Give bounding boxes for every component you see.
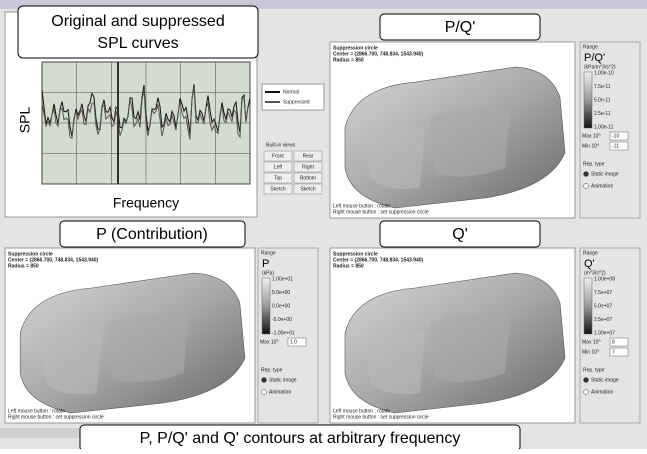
limit-value[interactable]: 8 — [612, 339, 615, 345]
color-bar — [262, 278, 270, 334]
rep-type: Rep. type — [583, 161, 605, 167]
radio[interactable] — [262, 390, 267, 395]
view-button-label[interactable]: Front — [272, 153, 284, 159]
limit-value[interactable]: 1.0 — [290, 339, 297, 345]
view-button-label[interactable]: Left — [274, 164, 283, 170]
scale-label: 1.00e-11 — [594, 124, 614, 130]
quantity: Q' — [584, 258, 595, 270]
scale-label: 1.00e+07 — [594, 330, 615, 336]
scale-label: 2.5e-11 — [594, 111, 611, 117]
hint-text: Right mouse button : set suppression cir… — [333, 414, 429, 420]
scale-label: 5.0e+07 — [594, 303, 612, 309]
scale-label: 0.0e+00 — [272, 303, 290, 309]
radio-label[interactable]: Static image — [591, 377, 619, 383]
scale-label: -1.00e+01 — [272, 330, 295, 336]
callout-text: Q' — [452, 226, 468, 243]
limit-label: Max 10^ — [582, 339, 601, 345]
scale-label: 7.5e+07 — [594, 290, 612, 296]
limit-value[interactable]: -11 — [612, 143, 619, 149]
page: SPL Frequency Normal Suppressed Built-in… — [0, 0, 647, 449]
limit-label: Max 10^ — [260, 339, 279, 345]
hint-text: Right mouse button : set suppression cir… — [333, 209, 429, 215]
view-button-label[interactable]: Top — [274, 175, 282, 181]
radio-label[interactable]: Animation — [269, 389, 291, 395]
legend — [262, 84, 324, 110]
hint-text: Right mouse button : set suppression cir… — [8, 414, 104, 420]
legend-label: Suppressed — [283, 99, 310, 105]
radio-label[interactable]: Animation — [591, 183, 613, 189]
scale-label: 2.5e+07 — [594, 317, 612, 323]
rep-type: Rep. type — [583, 367, 605, 373]
view-button-label[interactable]: Right — [302, 164, 314, 170]
y-axis-label: SPL — [17, 107, 33, 134]
radio[interactable] — [584, 172, 589, 177]
radio[interactable] — [584, 378, 589, 383]
callout-text: Original and suppressed — [51, 13, 224, 30]
color-bar — [584, 278, 592, 334]
radio[interactable] — [584, 390, 589, 395]
scale-label: 1.00e+08 — [594, 276, 615, 282]
color-bar — [584, 72, 592, 128]
scale-label: 7.5e-11 — [594, 84, 611, 90]
scale-label: 1.00e-10 — [594, 70, 614, 76]
range-title: Range — [583, 44, 598, 50]
quantity: P/Q' — [584, 52, 605, 64]
limit-value[interactable]: -10 — [612, 133, 619, 139]
radio-label[interactable]: Static image — [269, 377, 297, 383]
callout-text: P (Contribution) — [96, 226, 208, 243]
view-button-label[interactable]: Sketch — [270, 186, 286, 192]
limit-label: Max 10^ — [582, 133, 601, 139]
scale-label: 5.0e-11 — [594, 97, 611, 103]
range-title: Range — [261, 250, 276, 256]
info-text: Radius = 850 — [333, 57, 364, 63]
callout-text: SPL curves — [97, 35, 178, 52]
tab-strip — [0, 428, 90, 438]
limit-value[interactable]: 7 — [612, 349, 615, 355]
info-text: Radius = 850 — [333, 263, 364, 269]
info-text: Radius = 850 — [8, 263, 39, 269]
legend-label: Normal — [283, 89, 299, 95]
radio-label[interactable]: Static image — [591, 171, 619, 177]
radio[interactable] — [262, 378, 267, 383]
callout-text: P, P/Q' and Q' contours at arbitrary fre… — [140, 430, 461, 447]
radio[interactable] — [584, 184, 589, 189]
quantity: P — [262, 258, 269, 270]
callout-text: P/Q' — [445, 19, 476, 36]
scale-label: -5.0e+00 — [272, 317, 292, 323]
radio-label[interactable]: Animation — [591, 389, 613, 395]
range-title: Range — [583, 250, 598, 256]
limit-label: Min 10^ — [582, 349, 600, 355]
view-button-label[interactable]: Bottom — [300, 175, 316, 181]
screenshot: SPL Frequency Normal Suppressed Built-in… — [0, 0, 647, 449]
rep-type: Rep. type — [261, 367, 283, 373]
view-button-label[interactable]: Sketch — [300, 186, 316, 192]
limit-label: Min 10^ — [582, 143, 600, 149]
scale-label: 1.00e+01 — [272, 276, 293, 282]
x-axis-label: Frequency — [113, 195, 179, 211]
scale-label: 5.0e+00 — [272, 290, 290, 296]
view-button-label[interactable]: Rear — [303, 153, 314, 159]
views-title: Built-in views — [266, 142, 296, 148]
